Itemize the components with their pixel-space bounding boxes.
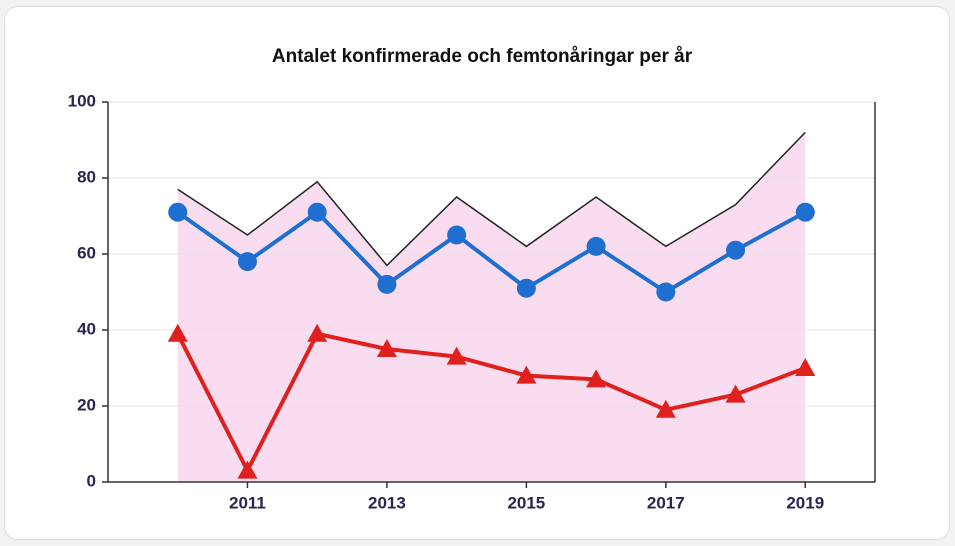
area (177, 132, 806, 482)
x-tick-label: 2013 (368, 493, 406, 512)
x-tick-label: 2015 (507, 493, 545, 512)
marker (447, 225, 467, 245)
marker (726, 240, 746, 260)
marker (237, 252, 257, 272)
y-tick-label: 40 (77, 319, 96, 338)
line (175, 331, 806, 476)
chart-title: Antalet konfirmerade och femtonåringar p… (272, 46, 693, 67)
x-tick-label: 2017 (647, 493, 685, 512)
marker (795, 358, 816, 376)
marker (725, 384, 746, 403)
marker (586, 369, 607, 388)
line (176, 209, 807, 295)
y-tick-label: 80 (77, 167, 96, 186)
marker (376, 339, 397, 357)
marker (446, 346, 467, 365)
y-tick-label: 20 (77, 395, 96, 414)
marker (377, 274, 397, 294)
marker (167, 323, 188, 342)
marker (655, 399, 676, 418)
marker (307, 323, 328, 342)
x-tick-label: 2019 (786, 493, 824, 512)
marker (656, 282, 676, 302)
marker (168, 202, 188, 222)
marker (795, 202, 815, 222)
y-tick-label: 60 (77, 243, 96, 262)
y-tick-label: 0 (87, 471, 96, 490)
marker (237, 460, 258, 479)
marker (516, 278, 536, 298)
line (177, 131, 806, 267)
marker (307, 202, 327, 222)
y-tick-label: 100 (68, 91, 96, 110)
marker (516, 365, 537, 384)
x-tick-label: 2011 (229, 493, 266, 512)
marker (586, 236, 606, 256)
